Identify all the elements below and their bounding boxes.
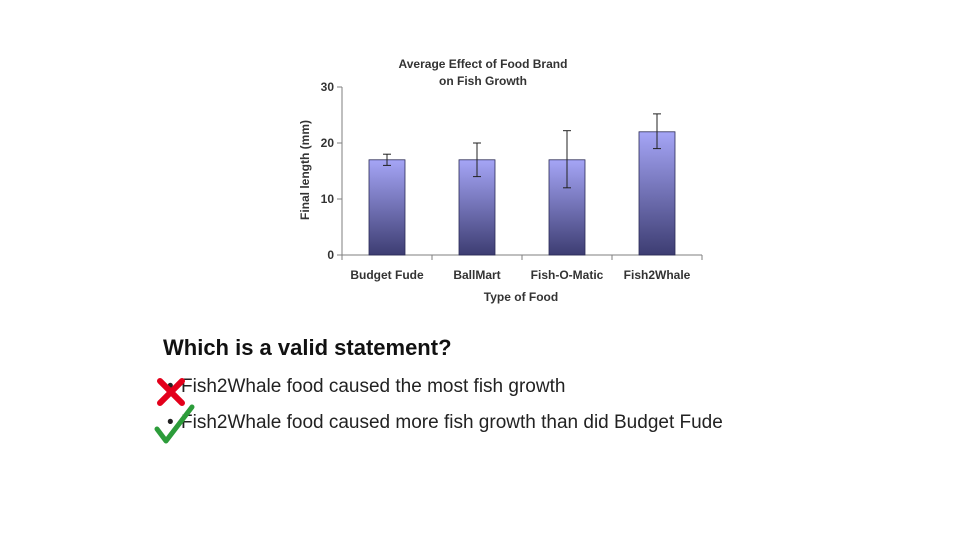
statement-item-1: • Fish2Whale food caused the most fish g… (167, 374, 787, 400)
plot-area: 0 10 20 30 Budget Fude BallMart Fish-O-Matic Fi… (321, 80, 703, 282)
cross-icon (157, 378, 185, 406)
bullet-dot: • (167, 412, 174, 433)
chart-title-line-2: on Fish Growth (439, 74, 527, 88)
x-tick-label: Fish2Whale (624, 268, 691, 282)
y-tick-label: 10 (321, 192, 335, 206)
chart-title-line-1: Average Effect of Food Brand (399, 57, 568, 71)
bar-chart: Average Effect of Food Brand on Fish Gro… (298, 57, 703, 304)
statement-list: • Fish2Whale food caused the most fish g… (167, 374, 787, 446)
question-heading: Which is a valid statement? (163, 335, 452, 360)
bar (368, 159, 406, 256)
y-tick-label: 30 (321, 80, 335, 94)
statement-item-2: • Fish2Whale food caused more fish growt… (167, 410, 787, 436)
x-tick-label: BallMart (453, 268, 500, 282)
x-tick-label: Budget Fude (350, 268, 424, 282)
statement-text-2: Fish2Whale food caused more fish growth … (181, 412, 723, 433)
statement-text-1: Fish2Whale food caused the most fish gro… (181, 376, 566, 397)
y-axis-label: Final length (mm) (298, 120, 312, 220)
y-tick-label: 0 (327, 248, 334, 262)
x-tick-label: Fish-O-Matic (531, 268, 604, 282)
y-tick-label: 20 (321, 136, 335, 150)
bullet-dot: • (167, 376, 174, 397)
bar (638, 131, 676, 256)
checkmark-icon (154, 404, 195, 444)
x-axis-label: Type of Food (484, 290, 558, 304)
